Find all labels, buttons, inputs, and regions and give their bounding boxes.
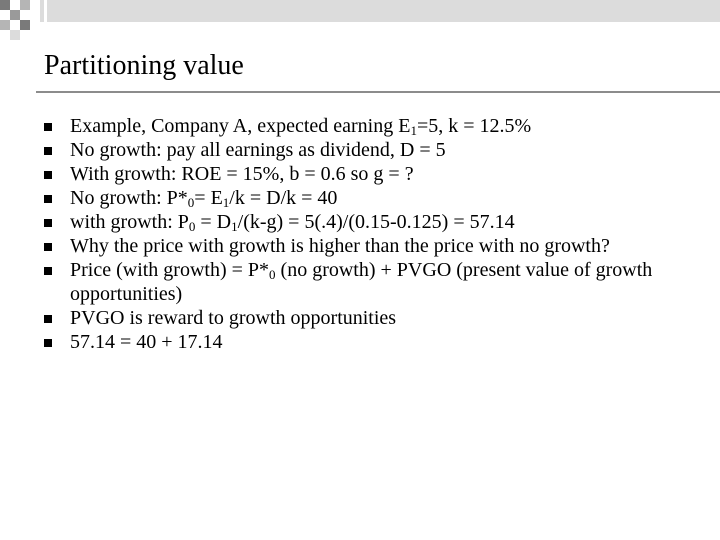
bullet-list: Example, Company A, expected earning E1=… (0, 114, 720, 354)
square-bullet-icon (44, 123, 52, 131)
bullet-item: Why the price with growth is higher than… (0, 234, 720, 258)
bullet-item: Example, Company A, expected earning E1=… (0, 114, 720, 138)
subscript: 0 (188, 219, 196, 234)
subscript: 1 (222, 195, 230, 210)
square-bullet-icon (44, 219, 52, 227)
square-bullet-icon (44, 315, 52, 323)
bullet-text: PVGO is reward to growth opportunities (70, 307, 396, 329)
bullet-text: No growth: pay all earnings as dividend,… (70, 139, 446, 161)
text-segment: Price (with growth) = P* (70, 259, 270, 281)
bullet-text: Why the price with growth is higher than… (70, 235, 610, 257)
title-divider (36, 91, 720, 93)
corner-decoration (0, 0, 720, 40)
subscript: 0 (269, 267, 276, 282)
text-segment: (no growth) + PVGO (present value of gro… (70, 259, 653, 305)
text-segment: /(k-g) = 5(.4)/(0.15-0.125) = 57.14 (237, 211, 515, 233)
square-bullet-icon (44, 147, 52, 155)
bullet-text: 57.14 = 40 + 17.14 (70, 331, 223, 353)
square-bullet-icon (44, 267, 52, 275)
text-segment: = D (195, 211, 232, 233)
slide-title: Partitioning value (44, 50, 244, 81)
bullet-text: Example, Company A, expected earning E1=… (70, 115, 531, 137)
bullet-item: With growth: ROE = 15%, b = 0.6 so g = ? (0, 162, 720, 186)
bullet-item: 57.14 = 40 + 17.14 (0, 330, 720, 354)
text-segment: With growth: ROE = 15%, b = 0.6 so g = ? (70, 163, 414, 185)
bullet-item: No growth: pay all earnings as dividend,… (0, 138, 720, 162)
square-bullet-icon (44, 171, 52, 179)
bullet-item: Price (with growth) = P*0 (no growth) + … (0, 258, 720, 306)
text-segment: No growth: P* (70, 187, 188, 209)
square-bullet-icon (44, 195, 52, 203)
subscript: 0 (187, 195, 195, 210)
bullet-text: With growth: ROE = 15%, b = 0.6 so g = ? (70, 163, 414, 185)
text-segment: = E (194, 187, 223, 209)
bullet-text: Price (with growth) = P*0 (no growth) + … (70, 259, 652, 305)
square-bullet-icon (44, 243, 52, 251)
text-segment: Example, Company A, expected earning E (70, 115, 411, 137)
text-segment: No growth: pay all earnings as dividend,… (70, 139, 446, 161)
text-segment: 57.14 = 40 + 17.14 (70, 331, 223, 353)
bullet-item: with growth: P0 = D1/(k-g) = 5(.4)/(0.15… (0, 210, 720, 234)
subscript: 1 (231, 219, 238, 234)
text-segment: with growth: P (70, 211, 189, 233)
bullet-item: PVGO is reward to growth opportunities (0, 306, 720, 330)
square-bullet-icon (44, 339, 52, 347)
bullet-text: No growth: P*0= E1/k = D/k = 40 (70, 187, 337, 209)
text-segment: =5, k = 12.5% (416, 115, 532, 137)
bullet-text: with growth: P0 = D1/(k-g) = 5(.4)/(0.15… (70, 211, 515, 233)
bullet-item: No growth: P*0= E1/k = D/k = 40 (0, 186, 720, 210)
subscript: 1 (410, 123, 417, 138)
text-segment: Why the price with growth is higher than… (70, 235, 610, 257)
text-segment: PVGO is reward to growth opportunities (70, 307, 397, 329)
text-segment: /k = D/k = 40 (229, 187, 338, 209)
